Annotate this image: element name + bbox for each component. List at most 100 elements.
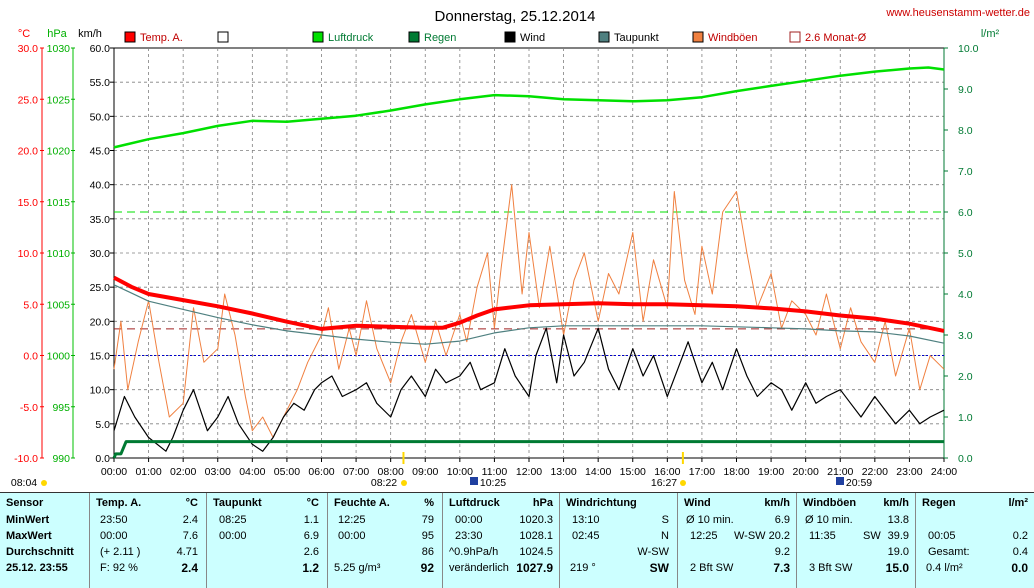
site-url[interactable]: www.heusenstamm-wetter.de	[885, 7, 1030, 19]
rain-axis-tick-label: 2.0	[958, 371, 973, 383]
temp-avg: 4.71	[176, 546, 198, 558]
pressure-axis-tick-label: 1005	[47, 299, 71, 311]
moonset-icon	[836, 477, 844, 485]
windboeen-r2: 39.9	[887, 530, 909, 542]
grid	[113, 47, 945, 459]
marker-sunrise: 08:22	[371, 477, 397, 489]
taupunkt-unit: °C	[306, 497, 319, 509]
legend-label-regen: Regen	[424, 32, 456, 44]
x-tick-label: 09:00	[412, 466, 438, 478]
windboeen-header: Windböen	[803, 497, 857, 509]
series-windböen	[113, 184, 945, 438]
x-tick-label: 15:00	[620, 466, 646, 478]
x-tick-label: 24:00	[931, 466, 957, 478]
x-tick-label: 12:00	[516, 466, 542, 478]
temp-axis-tick-label: -5.0	[20, 402, 38, 414]
legend-swatch-taupunkt	[598, 31, 610, 43]
x-tick-label: 16:00	[654, 466, 680, 478]
rain-axis-tick-label: 5.0	[958, 248, 973, 260]
regen-r1-time: 00:05	[928, 530, 956, 542]
series-layer	[112, 66, 945, 459]
col-temp: Temp. A. °C 23:50 2.4 00:00 7.6 (+ 2.11 …	[89, 493, 206, 588]
temp-header: Temp. A.	[96, 497, 142, 509]
unit-rain: l/m²	[981, 28, 1000, 40]
x-tick-label: 23:00	[896, 466, 922, 478]
marker-moonset: 20:59	[846, 477, 872, 489]
x-tick-label: 05:00	[274, 466, 300, 478]
unit-temp: °C	[18, 28, 30, 40]
legend: Temp. A. Luftdruck Regen Wind Taupunkt Windbö…	[124, 31, 867, 44]
taupunkt-min-time: 08:25	[219, 514, 247, 526]
wind-axis-tick-label: 20.0	[90, 316, 111, 328]
rain-axis-tick-label: 7.0	[958, 166, 973, 178]
chart-title: Donnerstag, 25.12.2014	[435, 8, 596, 25]
windrichtung-avg: W-SW	[637, 546, 669, 558]
wind-axis-tick-label: 60.0	[90, 43, 111, 55]
windrichtung-header: Windrichtung	[566, 497, 637, 509]
legend-label-windboeen: Windböen	[708, 32, 758, 44]
pressure-axis-tick-label: 1030	[47, 43, 71, 55]
col-taupunkt: Taupunkt °C 08:25 1.1 00:00 6.9 2.6 1.2	[206, 493, 327, 588]
legend-swatch-monat	[789, 31, 801, 43]
wind-axis-tick-label: 55.0	[90, 77, 111, 89]
taupunkt-current: 1.2	[302, 561, 319, 575]
wind-axis-tick-label: 45.0	[90, 146, 111, 158]
luftdruck-forecast: veränderlich	[449, 562, 509, 574]
luftdruck-max: 1028.1	[519, 530, 553, 542]
regen-current: 0.0	[1011, 561, 1028, 575]
x-tick-label: 04:00	[239, 466, 265, 478]
regen-sum: 0.4 l/m²	[926, 562, 963, 574]
legend-swatch-empty	[217, 31, 229, 43]
wind-current: 7.3	[773, 561, 790, 575]
regen-total: 0.4	[1012, 546, 1028, 558]
temp-axis-tick-label: 25.0	[18, 94, 39, 106]
wind-axis-tick-label: 15.0	[90, 351, 111, 363]
feuchte-min-time: 12:25	[338, 514, 366, 526]
x-tick-label: 22:00	[862, 466, 888, 478]
feuchte-unit: %	[424, 497, 434, 509]
x-tick-label: 18:00	[723, 466, 749, 478]
luftdruck-trend: ^0.9hPa/h	[449, 546, 499, 558]
temp-avg-note: (+ 2.11 )	[100, 546, 141, 558]
sensor-min: MinWert	[6, 514, 50, 526]
feuchte-max: 95	[421, 530, 434, 542]
windboeen-r1-label: Ø 10 min.	[805, 514, 853, 526]
sensor-max: MaxWert	[6, 530, 52, 542]
windrichtung-min: S	[661, 514, 669, 526]
sensor-avg: Durchschnitt	[6, 546, 74, 558]
series-taupunkt	[113, 284, 945, 345]
taupunkt-max: 6.9	[303, 530, 319, 542]
feuchte-current: 92	[420, 561, 434, 575]
x-tick-label: 08:00	[378, 466, 404, 478]
luftdruck-current: 1027.9	[516, 561, 553, 575]
col-feuchte: Feuchte A. % 12:25 79 00:00 95 86 5.25 g…	[327, 493, 442, 588]
wind-axis-tick-label: 25.0	[90, 282, 111, 294]
regen-header: Regen	[922, 497, 956, 509]
legend-label-wind: Wind	[520, 32, 545, 44]
series-regen	[112, 440, 944, 459]
legend-swatch-luftdruck	[312, 31, 324, 43]
temp-axis-tick-label: 0.0	[23, 351, 38, 363]
col-sensor: Sensor MinWert MaxWert Durchschnitt 25.1…	[0, 493, 88, 588]
luftdruck-header: Luftdruck	[449, 497, 500, 509]
temp-current: 2.4	[181, 561, 198, 575]
temp-axis-tick-label: 10.0	[18, 248, 39, 260]
rain-axis-tick-label: 9.0	[958, 84, 973, 96]
x-tick-label: 00:00	[101, 466, 127, 478]
legend-swatch-temp	[124, 31, 136, 43]
temp-axis-tick-label: -10.0	[14, 453, 38, 465]
series-wind	[113, 327, 945, 452]
luftdruck-max-time: 23:30	[455, 530, 483, 542]
x-tick-label: 06:00	[308, 466, 334, 478]
taupunkt-max-time: 00:00	[219, 530, 247, 542]
windboeen-r1: 13.8	[887, 514, 909, 526]
wind-axis-tick-label: 10.0	[90, 385, 111, 397]
feuchte-abs: 5.25 g/m³	[334, 562, 381, 574]
wind-avg: 9.2	[774, 546, 790, 558]
pressure-axis-tick-label: 995	[52, 402, 70, 414]
feuchte-min: 79	[421, 514, 434, 526]
col-luftdruck: Luftdruck hPa 00:00 1020.3 23:30 1028.1 …	[442, 493, 559, 588]
col-regen: Regen l/m² 00:05 0.2 Gesamt: 0.4 0.4 l/m…	[915, 493, 1034, 588]
x-tick-label: 10:00	[447, 466, 473, 478]
summary-table: Sensor MinWert MaxWert Durchschnitt 25.1…	[0, 492, 1034, 588]
